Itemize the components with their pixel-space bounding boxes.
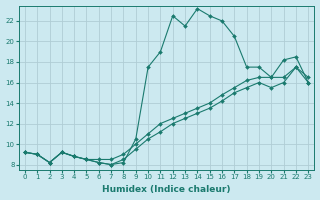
X-axis label: Humidex (Indice chaleur): Humidex (Indice chaleur) bbox=[102, 185, 231, 194]
